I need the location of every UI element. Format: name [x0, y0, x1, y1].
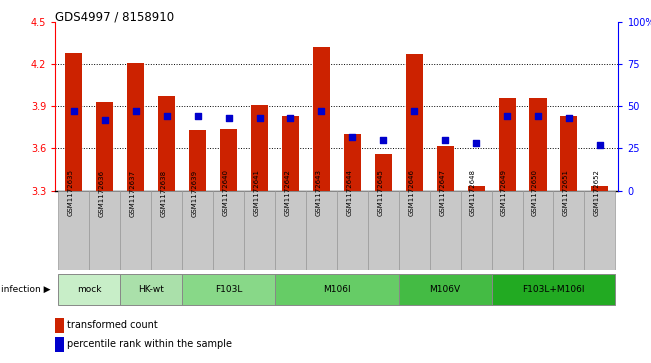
Point — [378, 137, 389, 143]
Text: GSM1172641: GSM1172641 — [253, 170, 260, 216]
Bar — [251, 105, 268, 191]
Bar — [306, 191, 337, 270]
Bar — [399, 191, 430, 270]
Bar — [437, 146, 454, 191]
Point — [564, 115, 574, 121]
Bar — [55, 318, 64, 333]
Text: percentile rank within the sample: percentile rank within the sample — [67, 339, 232, 349]
Bar — [553, 191, 585, 270]
Bar — [492, 191, 523, 270]
Bar — [337, 191, 368, 270]
Bar — [182, 274, 275, 305]
Text: GSM1172648: GSM1172648 — [470, 170, 476, 216]
Text: GSM1172651: GSM1172651 — [563, 170, 569, 216]
Bar — [499, 98, 516, 191]
Point — [100, 117, 110, 123]
Text: GSM1172635: GSM1172635 — [68, 170, 74, 216]
Text: GSM1172636: GSM1172636 — [99, 170, 105, 217]
Text: GSM1172640: GSM1172640 — [223, 170, 229, 216]
Point — [347, 134, 357, 139]
Bar — [461, 191, 492, 270]
Bar — [158, 96, 175, 191]
Bar — [275, 191, 306, 270]
Text: M106I: M106I — [323, 285, 351, 294]
Point — [255, 115, 265, 121]
Bar — [213, 191, 244, 270]
Bar — [275, 274, 399, 305]
Point — [533, 113, 543, 119]
Point — [594, 142, 605, 148]
Text: HK-wt: HK-wt — [138, 285, 164, 294]
Text: M106V: M106V — [430, 285, 461, 294]
Text: transformed count: transformed count — [67, 321, 158, 330]
Text: GSM1172644: GSM1172644 — [346, 170, 352, 216]
Bar — [120, 191, 151, 270]
Text: mock: mock — [77, 285, 102, 294]
Bar — [591, 186, 609, 191]
Text: GSM1172649: GSM1172649 — [501, 170, 507, 216]
Bar — [344, 134, 361, 191]
Point — [285, 115, 296, 121]
Point — [409, 108, 419, 114]
Bar — [467, 186, 484, 191]
Text: GSM1172646: GSM1172646 — [408, 170, 414, 216]
Bar — [151, 191, 182, 270]
Text: GSM1172638: GSM1172638 — [161, 170, 167, 217]
Bar — [282, 116, 299, 191]
Bar — [561, 116, 577, 191]
Bar — [189, 130, 206, 191]
Bar — [523, 191, 553, 270]
Bar — [128, 62, 145, 191]
Point — [69, 108, 79, 114]
Bar — [399, 274, 492, 305]
Point — [161, 113, 172, 119]
Text: F103L+M106I: F103L+M106I — [522, 285, 585, 294]
Bar — [59, 191, 89, 270]
Text: GSM1172650: GSM1172650 — [532, 170, 538, 216]
Text: GSM1172645: GSM1172645 — [378, 170, 383, 216]
Point — [502, 113, 512, 119]
Text: GSM1172637: GSM1172637 — [130, 170, 136, 217]
Bar — [182, 191, 213, 270]
Bar — [244, 191, 275, 270]
Bar — [375, 154, 392, 191]
Point — [193, 113, 203, 119]
Point — [223, 115, 234, 121]
Point — [316, 108, 327, 114]
Bar — [529, 98, 546, 191]
Bar — [430, 191, 461, 270]
Point — [440, 137, 450, 143]
Bar — [89, 191, 120, 270]
Bar — [220, 129, 237, 191]
Bar — [55, 337, 64, 352]
Bar — [406, 54, 422, 191]
Bar — [368, 191, 399, 270]
Bar — [120, 274, 182, 305]
Bar — [313, 47, 330, 191]
Point — [471, 140, 481, 146]
Text: GSM1172647: GSM1172647 — [439, 170, 445, 216]
Bar — [59, 274, 120, 305]
Text: F103L: F103L — [215, 285, 242, 294]
Bar — [96, 102, 113, 191]
Bar — [65, 53, 83, 191]
Point — [131, 108, 141, 114]
Text: GSM1172639: GSM1172639 — [191, 170, 198, 217]
Text: GSM1172652: GSM1172652 — [594, 170, 600, 216]
Text: GDS4997 / 8158910: GDS4997 / 8158910 — [55, 11, 174, 24]
Text: GSM1172642: GSM1172642 — [284, 170, 290, 216]
Text: infection ▶: infection ▶ — [1, 285, 50, 294]
Bar — [585, 191, 615, 270]
Bar — [492, 274, 615, 305]
Text: GSM1172643: GSM1172643 — [316, 170, 322, 216]
